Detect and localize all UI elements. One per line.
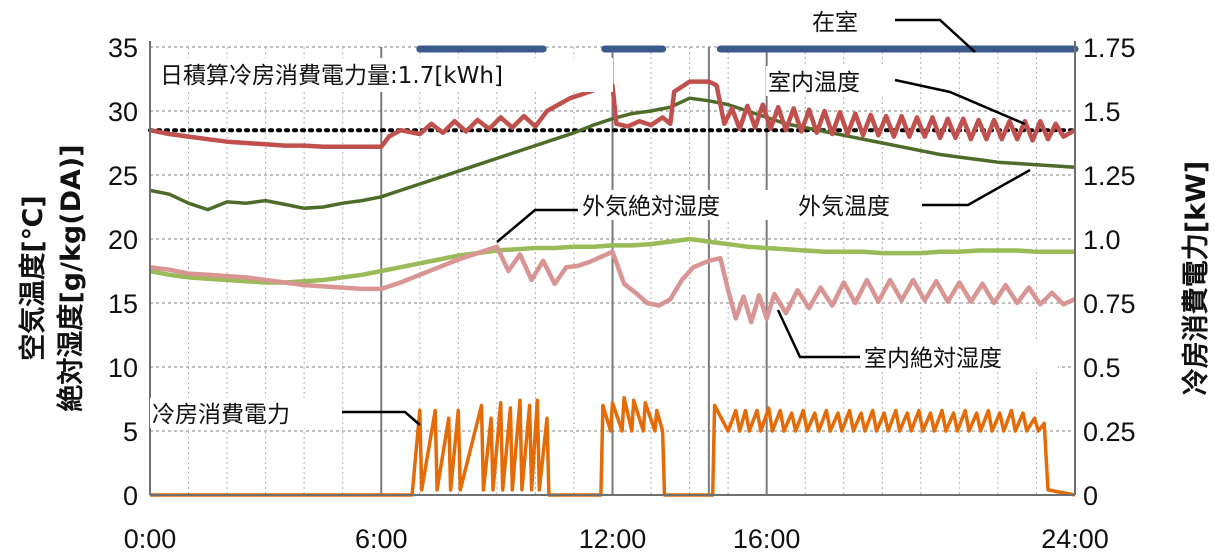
y-right-tick-label: 0.5: [1083, 353, 1121, 383]
series-label-power: 冷房消費電力: [152, 402, 290, 428]
y-right-tick-label: 0: [1083, 481, 1098, 511]
left-axis-title-1: 空気温度[℃]: [17, 195, 49, 360]
series-label-indoor-humidity: 室内絶対湿度: [864, 346, 1002, 372]
x-tick-label: 12:00: [579, 524, 647, 554]
power-label-bg: [150, 398, 342, 428]
series-layer: [149, 79, 1077, 497]
annotation-background: [155, 58, 613, 92]
y-right-tick-label: 1.75: [1083, 33, 1136, 63]
indoor-humidity-label-bg: [862, 342, 1058, 372]
label-leaders: [342, 18, 1031, 426]
outdoor-humidity-leader: [496, 208, 578, 243]
indoor-temp-leader: [894, 78, 1026, 126]
y-left-tick-label: 35: [108, 33, 138, 63]
y-left-tick-label: 20: [108, 225, 138, 255]
x-tick-label: 16:00: [733, 524, 801, 554]
outdoor-temp-leader: [922, 168, 1031, 207]
occupancy-label: 在室: [812, 10, 858, 36]
y-left-tick-label: 5: [123, 417, 138, 447]
y-right-tick-label: 1.25: [1083, 161, 1136, 191]
left-axis-title-2: 絶対湿度[g/kg(DA)]: [55, 144, 87, 411]
daily-energy-annotation: 日積算冷房消費電力量:1.7[kWh]: [160, 63, 503, 89]
y-left-tick-label: 30: [108, 97, 138, 127]
occupancy-leader: [895, 18, 976, 53]
y-right-tick-label: 0.75: [1083, 289, 1136, 319]
x-tick-label: 0:00: [124, 524, 177, 554]
x-tick-label: 24:00: [1041, 524, 1109, 554]
y-right-tick-label: 1.5: [1083, 97, 1121, 127]
y-left-tick-label: 15: [108, 289, 138, 319]
tick-labels: 0 5 10 15 20 25 30 35 0 0.25 0.5 0.75 1.0 1.25 1.5 1.75…: [108, 33, 1136, 554]
x-tick-label: 6:00: [355, 524, 408, 554]
indoor-temp-label-bg: [766, 66, 894, 96]
y-right-tick-label: 0.25: [1083, 417, 1136, 447]
y-left-tick-label: 25: [108, 161, 138, 191]
power-leader: [342, 410, 421, 426]
series-label-outdoor-temp: 外気温度: [798, 194, 890, 220]
series-line: [149, 244, 1076, 325]
y-right-tick-label: 1.0: [1083, 225, 1121, 255]
outdoor-temp-label-bg: [796, 190, 922, 220]
series-label-outdoor-humidity: 外気絶対湿度: [582, 194, 720, 220]
series-line: [149, 236, 1075, 285]
outdoor-humidity-label-bg: [580, 190, 786, 220]
occupancy-label-bg: [810, 6, 892, 36]
indoor-humidity-leader: [776, 309, 860, 359]
series-line: [149, 79, 1077, 150]
y-left-tick-label: 10: [108, 353, 138, 383]
series-label-indoor-temp: 室内温度: [768, 70, 860, 96]
series-line: [150, 395, 1076, 497]
series-line: [149, 96, 1076, 212]
y-left-tick-label: 0: [123, 481, 138, 511]
right-axis-title: 冷房消費電力[kW]: [1181, 161, 1212, 395]
